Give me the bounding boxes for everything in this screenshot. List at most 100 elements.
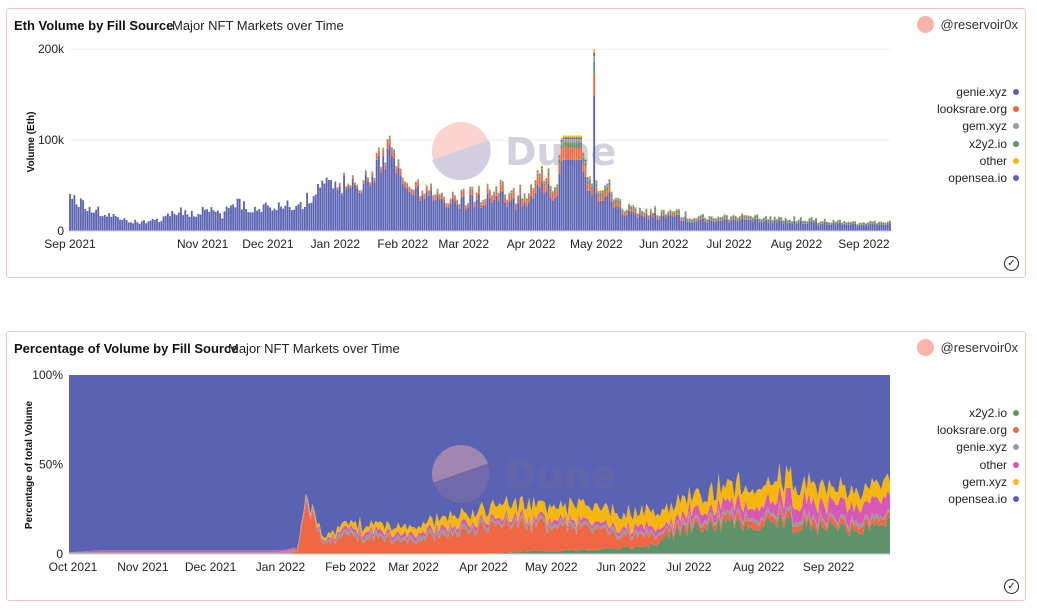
legend-item-looksrare[interactable]: looksrare.org xyxy=(937,421,1019,438)
bar-opensea-io xyxy=(488,198,491,231)
legend-item-opensea[interactable]: opensea.io xyxy=(937,169,1019,186)
bar-other xyxy=(397,159,400,160)
bar-gem-xyz xyxy=(447,203,450,205)
bar-x2y2-io xyxy=(821,221,824,224)
bar-opensea-io xyxy=(841,224,844,231)
legend-item-looksrare[interactable]: looksrare.org xyxy=(937,100,1019,117)
bar-x2y2-io xyxy=(499,182,502,185)
bar-gem-xyz xyxy=(488,190,491,192)
bar-opensea-io xyxy=(299,201,302,231)
author-name[interactable]: @reservoir0x xyxy=(940,17,1019,32)
bar-opensea-io xyxy=(443,202,446,231)
bar-opensea-io xyxy=(741,218,744,231)
legend-item-opensea[interactable]: opensea.io xyxy=(937,490,1019,507)
bar-x2y2-io xyxy=(580,142,583,148)
bar-opensea-io xyxy=(460,197,463,231)
bar-looksrare-org xyxy=(656,217,659,220)
bar-genie-xyz xyxy=(380,167,382,168)
bar-x2y2-io xyxy=(771,220,774,223)
bar-gem-xyz xyxy=(756,214,759,216)
bar-other xyxy=(380,166,382,168)
bar-gem-xyz xyxy=(625,210,628,212)
legend-item-other[interactable]: other xyxy=(937,152,1019,169)
bar-genie-xyz xyxy=(382,148,385,150)
bar-gem-xyz xyxy=(356,185,359,186)
bar-opensea-io xyxy=(554,198,556,231)
bar-opensea-io xyxy=(615,206,617,231)
bar-x2y2-io xyxy=(377,149,380,151)
bar-gem-xyz xyxy=(475,193,478,195)
bar-x2y2-io xyxy=(649,210,652,213)
bar-looksrare-org xyxy=(567,147,570,160)
bar-other xyxy=(427,189,430,191)
legend-item-gem[interactable]: gem.xyz xyxy=(937,118,1019,135)
bar-opensea-io xyxy=(169,216,171,231)
legend-item-genie[interactable]: genie.xyz xyxy=(937,83,1019,100)
y-tick-label: 200k xyxy=(38,42,65,56)
bar-genie-xyz xyxy=(471,187,474,189)
bar-looksrare-org xyxy=(641,213,643,216)
bar-other xyxy=(610,191,613,193)
bar-gem-xyz xyxy=(508,193,511,195)
bar-looksrare-org xyxy=(623,213,626,217)
bar-genie-xyz xyxy=(519,185,522,187)
bar-x2y2-io xyxy=(449,199,452,201)
bar-x2y2-io xyxy=(739,217,741,220)
bar-opensea-io xyxy=(134,219,137,231)
bar-genie-xyz xyxy=(462,189,465,190)
legend-item-other[interactable]: other xyxy=(937,456,1019,473)
bar-looksrare-org xyxy=(658,218,661,220)
bar-gem-xyz xyxy=(643,212,646,214)
bar-gem-xyz xyxy=(573,139,576,143)
check-circle-icon[interactable]: ✓ xyxy=(1004,256,1019,271)
bar-opensea-io xyxy=(530,195,533,231)
bar-gem-xyz xyxy=(512,189,515,191)
bar-genie-xyz xyxy=(617,198,620,199)
bar-x2y2-io xyxy=(615,200,617,203)
y-axis-label: Volume (Eth) xyxy=(26,112,37,173)
bar-x2y2-io xyxy=(767,219,770,222)
bar-opensea-io xyxy=(408,191,411,231)
bar-opensea-io xyxy=(665,218,667,231)
bar-gem-xyz xyxy=(601,191,604,193)
bar-other xyxy=(560,138,563,140)
x-tick-label: Dec 2021 xyxy=(185,560,237,574)
bar-opensea-io xyxy=(210,207,213,231)
author-handle[interactable]: @reservoir0x xyxy=(916,16,1019,33)
bar-looksrare-org xyxy=(678,212,680,215)
bar-x2y2-io xyxy=(843,221,846,224)
bar-x2y2-io xyxy=(491,197,493,199)
bar-opensea-io xyxy=(332,188,335,231)
bar-opensea-io xyxy=(871,224,874,231)
bar-x2y2-io xyxy=(836,220,839,223)
legend-item-x2y2[interactable]: x2y2.io xyxy=(937,135,1019,152)
bar-opensea-io xyxy=(280,206,282,231)
bar-gem-xyz xyxy=(547,170,550,173)
author-handle[interactable]: @reservoir0x xyxy=(916,339,1019,356)
bar-looksrare-org xyxy=(632,209,635,212)
bar-opensea-io xyxy=(253,206,256,231)
bar-other xyxy=(608,178,611,180)
avatar[interactable] xyxy=(916,16,934,33)
bar-gem-xyz xyxy=(749,216,752,217)
bar-looksrare-org xyxy=(573,147,576,160)
bar-opensea-io xyxy=(327,180,330,231)
bar-opensea-io xyxy=(745,219,748,231)
bar-looksrare-org xyxy=(649,212,652,215)
bar-looksrare-org xyxy=(549,190,552,198)
legend-item-genie[interactable]: genie.xyz xyxy=(937,439,1019,456)
avatar[interactable] xyxy=(916,339,934,356)
legend-item-x2y2[interactable]: x2y2.io xyxy=(937,404,1019,421)
bar-opensea-io xyxy=(349,188,352,231)
bar-looksrare-org xyxy=(760,221,763,223)
bar-other xyxy=(588,176,591,178)
bar-looksrare-org xyxy=(480,204,483,208)
author-name[interactable]: @reservoir0x xyxy=(940,340,1019,355)
bar-looksrare-org xyxy=(469,189,472,195)
bar-opensea-io xyxy=(367,181,369,231)
check-circle-icon[interactable]: ✓ xyxy=(1004,579,1019,594)
legend-item-gem[interactable]: gem.xyz xyxy=(937,473,1019,490)
bar-genie-xyz xyxy=(441,193,443,194)
bar-other xyxy=(460,189,463,191)
bar-looksrare-org xyxy=(717,219,720,221)
